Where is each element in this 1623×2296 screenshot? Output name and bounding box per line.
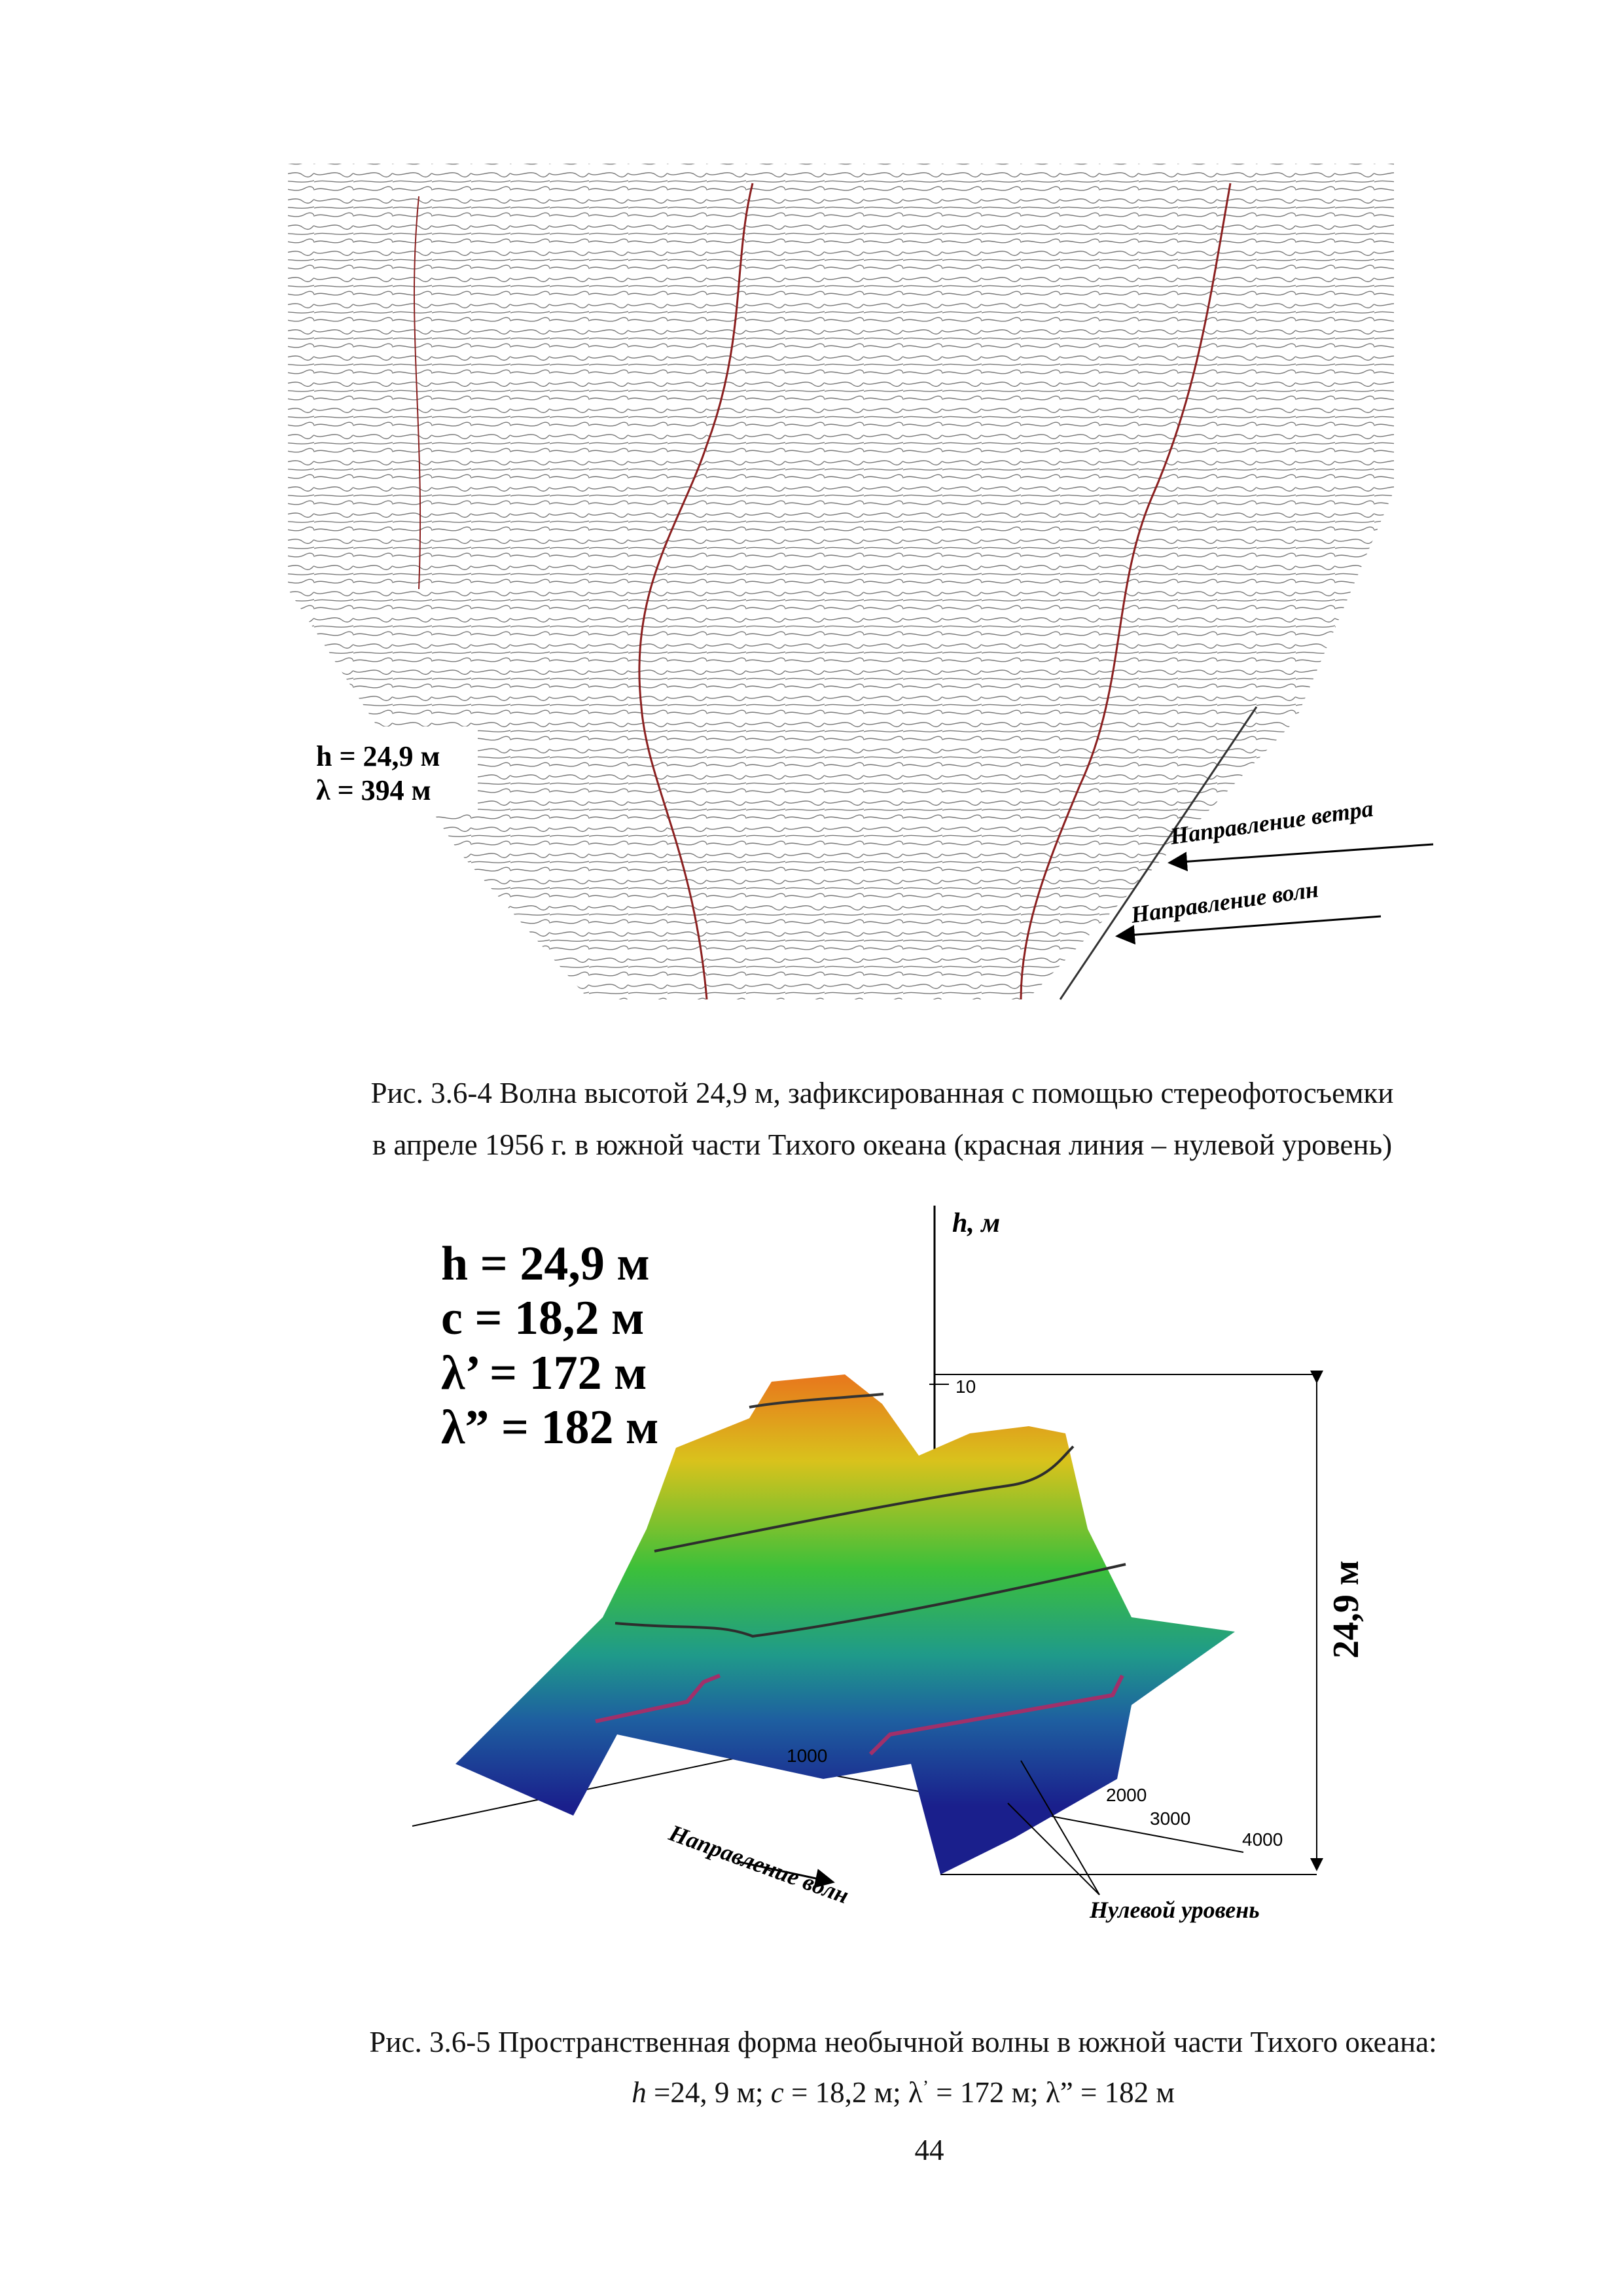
zero-level-line [595,1674,721,1723]
label: Направление волн [1129,876,1320,928]
arrow [739,1861,835,1888]
arrow [1168,843,1434,872]
leader-line [1007,1803,1100,1895]
axis-label: h, м [952,1208,1000,1238]
wave-surface [455,1374,1235,1874]
caption: Рис. 3.6-4 Волна высотой 24,9 м, зафикси… [371,1077,1394,1109]
boundary-line [1059,706,1258,1000]
contour [654,1445,1075,1552]
leader-line [1020,1760,1100,1895]
zero-level-line [868,1674,1124,1756]
caption-part: =24, 9 м; [647,2076,771,2109]
caption: Рис. 3.6-5 Пространственная форма необыч… [369,2026,1436,2058]
caption-part: c [771,2076,784,2109]
contour [615,1563,1126,1638]
zero-level-line [1020,183,1232,1000]
caption-part: = 18,2 м; λ [784,2076,923,2109]
tick-label: 10 [955,1376,976,1397]
parameter: λ’ = 172 м [441,1346,647,1400]
page-number: 44 [915,2134,944,2166]
figure-2: h, м 24,9 м 10 1000 2000 3000 4000 h = 2… [412,1206,1366,1923]
tick-label: 1000 [787,1746,827,1766]
label: λ = 394 м [316,774,431,806]
label-box [308,726,478,812]
contour-map [288,164,1394,999]
caption-part: ’ [923,2077,929,2098]
dimension-label: 24,9 м [1326,1560,1366,1659]
figure-1: h = 24,9 м λ = 394 м Направление ветра Н… [288,164,1434,1000]
tick-label: 4000 [1242,1829,1283,1850]
tick-label: 2000 [1106,1785,1147,1805]
tick-label: 3000 [1150,1808,1190,1829]
caption: в апреле 1956 г. в южной части Тихого ок… [372,1128,1392,1161]
parameter: λ” = 182 м [441,1401,658,1454]
parameter: c = 18,2 м [441,1291,644,1345]
contour [749,1393,884,1408]
label: h = 24,9 м [316,740,440,772]
parameter: h = 24,9 м [441,1237,650,1291]
arrow [1115,915,1382,945]
label: Нулевой уровень [1089,1897,1260,1923]
label: Направление волн [665,1820,852,1909]
caption-part: h [632,2076,647,2109]
caption-part: = 172 м; λ” = 182 м [929,2076,1175,2109]
caption: h =24, 9 м; c = 18,2 м; λ’ = 172 м; λ” =… [632,2076,1175,2109]
zero-level-line [638,183,754,1000]
zero-level-line [413,196,421,590]
